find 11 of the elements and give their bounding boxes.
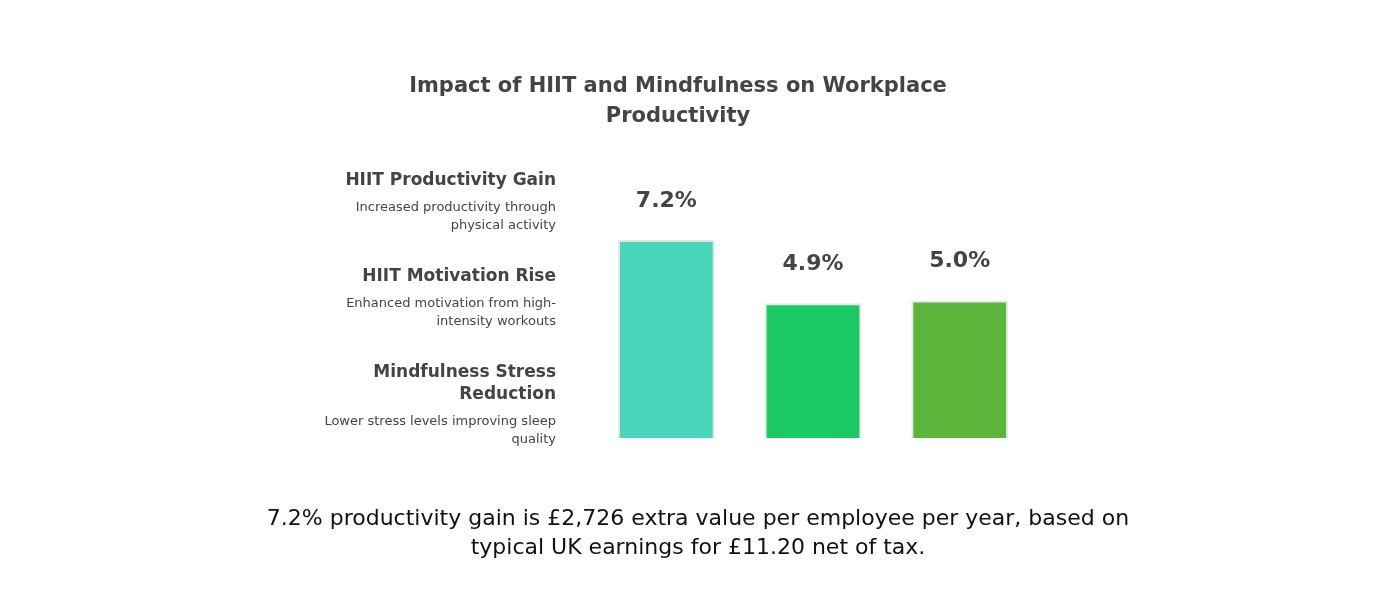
text: Lower stress levels improving sleep quality xyxy=(323,412,556,448)
text: HIIT Motivation Rise xyxy=(361,264,556,286)
data-label: 7.2% xyxy=(635,186,697,212)
chart-title: Impact of HIIT and Mindfulness on Workplace Productivity xyxy=(408,72,948,129)
text: Increased productivity through physical activity xyxy=(354,198,556,234)
text: HIIT Productivity Gain xyxy=(344,168,556,190)
text: Mindfulness Stress Reduction xyxy=(372,360,556,404)
text: Enhanced motivation from high-intensity workouts xyxy=(345,294,556,330)
data-label: 5.0% xyxy=(929,247,991,273)
data-label: 4.9% xyxy=(782,249,844,275)
text: 7.2% productivity gain is £2,726 extra value per employee per year, based on typical UK earnings for £11.20 net of tax. xyxy=(265,504,1131,561)
